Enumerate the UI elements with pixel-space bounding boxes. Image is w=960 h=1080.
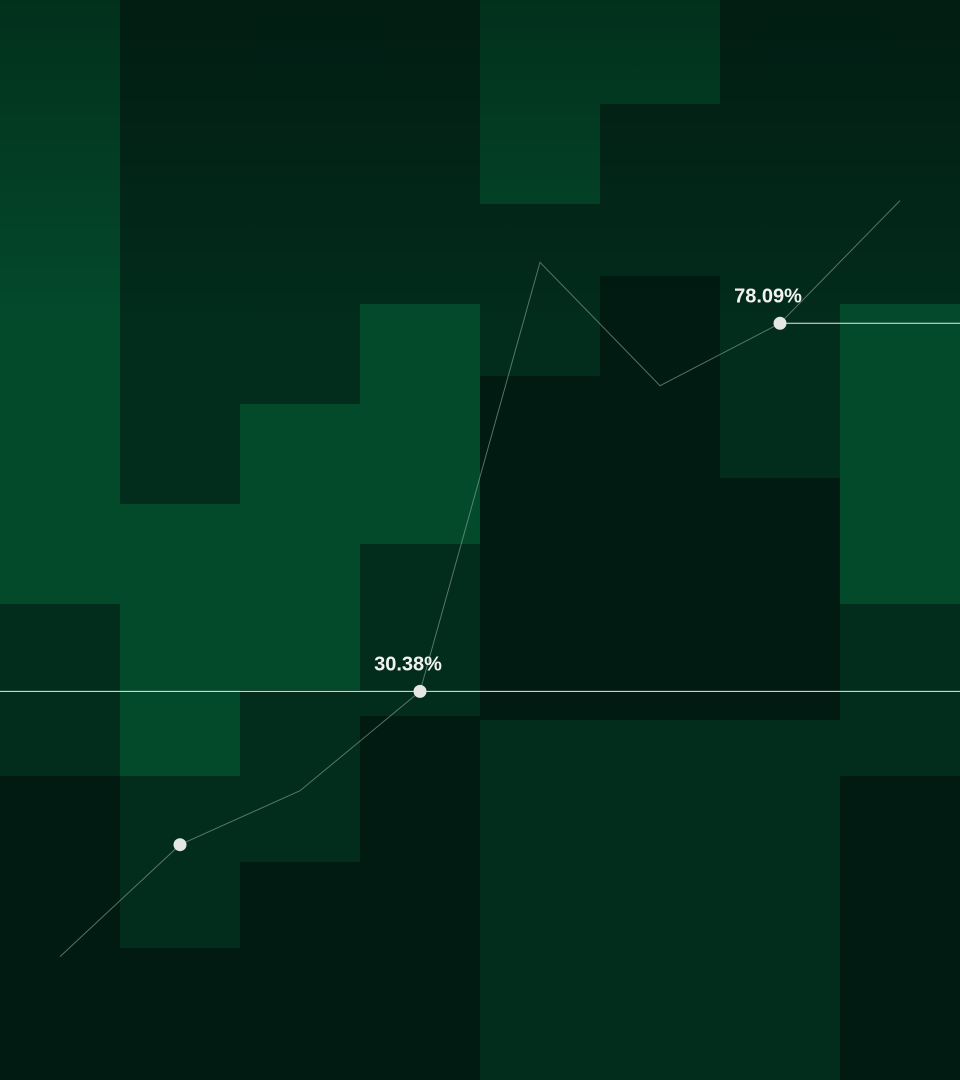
series-line bbox=[59, 200, 901, 957]
data-label: 78.09% bbox=[734, 285, 802, 307]
data-point[interactable] bbox=[773, 316, 787, 330]
data-point[interactable] bbox=[173, 838, 187, 852]
data-label: 30.38% bbox=[374, 653, 442, 675]
data-point[interactable] bbox=[413, 684, 427, 698]
